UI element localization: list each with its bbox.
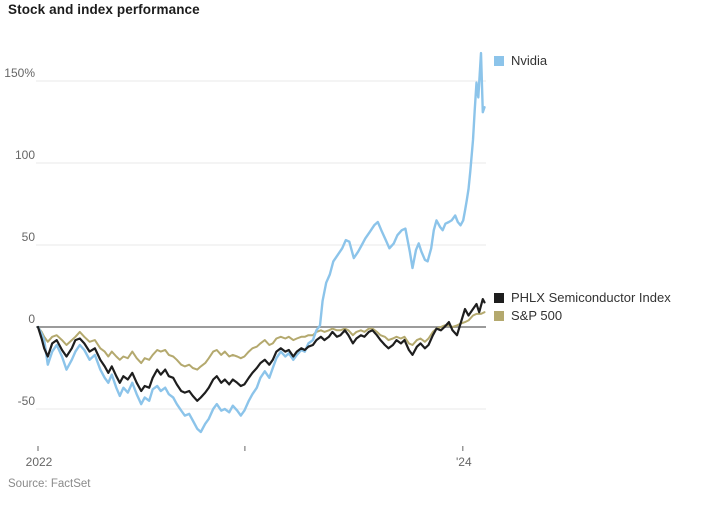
series-line-s-p-500 xyxy=(37,311,486,371)
source-note: Source: FactSet xyxy=(8,478,91,490)
page-title: Stock and index performance xyxy=(8,2,200,17)
legend-label-sp500: S&P 500 xyxy=(511,308,563,323)
legend-item-phlx: PHLX Semiconductor Index xyxy=(494,290,671,305)
legend-item-sp500: S&P 500 xyxy=(494,308,562,323)
series-line-phlx-semiconductor-index xyxy=(36,298,486,402)
x-axis-label: '24 xyxy=(456,455,472,469)
x-axis-label: 2022 xyxy=(26,455,53,469)
y-axis-label-50: 50 xyxy=(22,230,36,244)
y-axis-label--50: -50 xyxy=(18,394,36,408)
legend-label-phlx: PHLX Semiconductor Index xyxy=(511,290,671,305)
legend-label-nvidia: Nvidia xyxy=(511,53,548,68)
legend-item-nvidia: Nvidia xyxy=(494,53,547,68)
phlx-legend-swatch-icon xyxy=(494,292,504,303)
y-axis-label-0: 0 xyxy=(28,312,35,326)
nvidia-legend-swatch-icon xyxy=(494,55,504,66)
series-line-nvidia xyxy=(36,51,486,434)
sp500-legend-swatch-icon xyxy=(494,310,504,321)
y-axis-label-100: 100 xyxy=(15,148,35,162)
y-axis-label-150: 150% xyxy=(4,66,35,80)
